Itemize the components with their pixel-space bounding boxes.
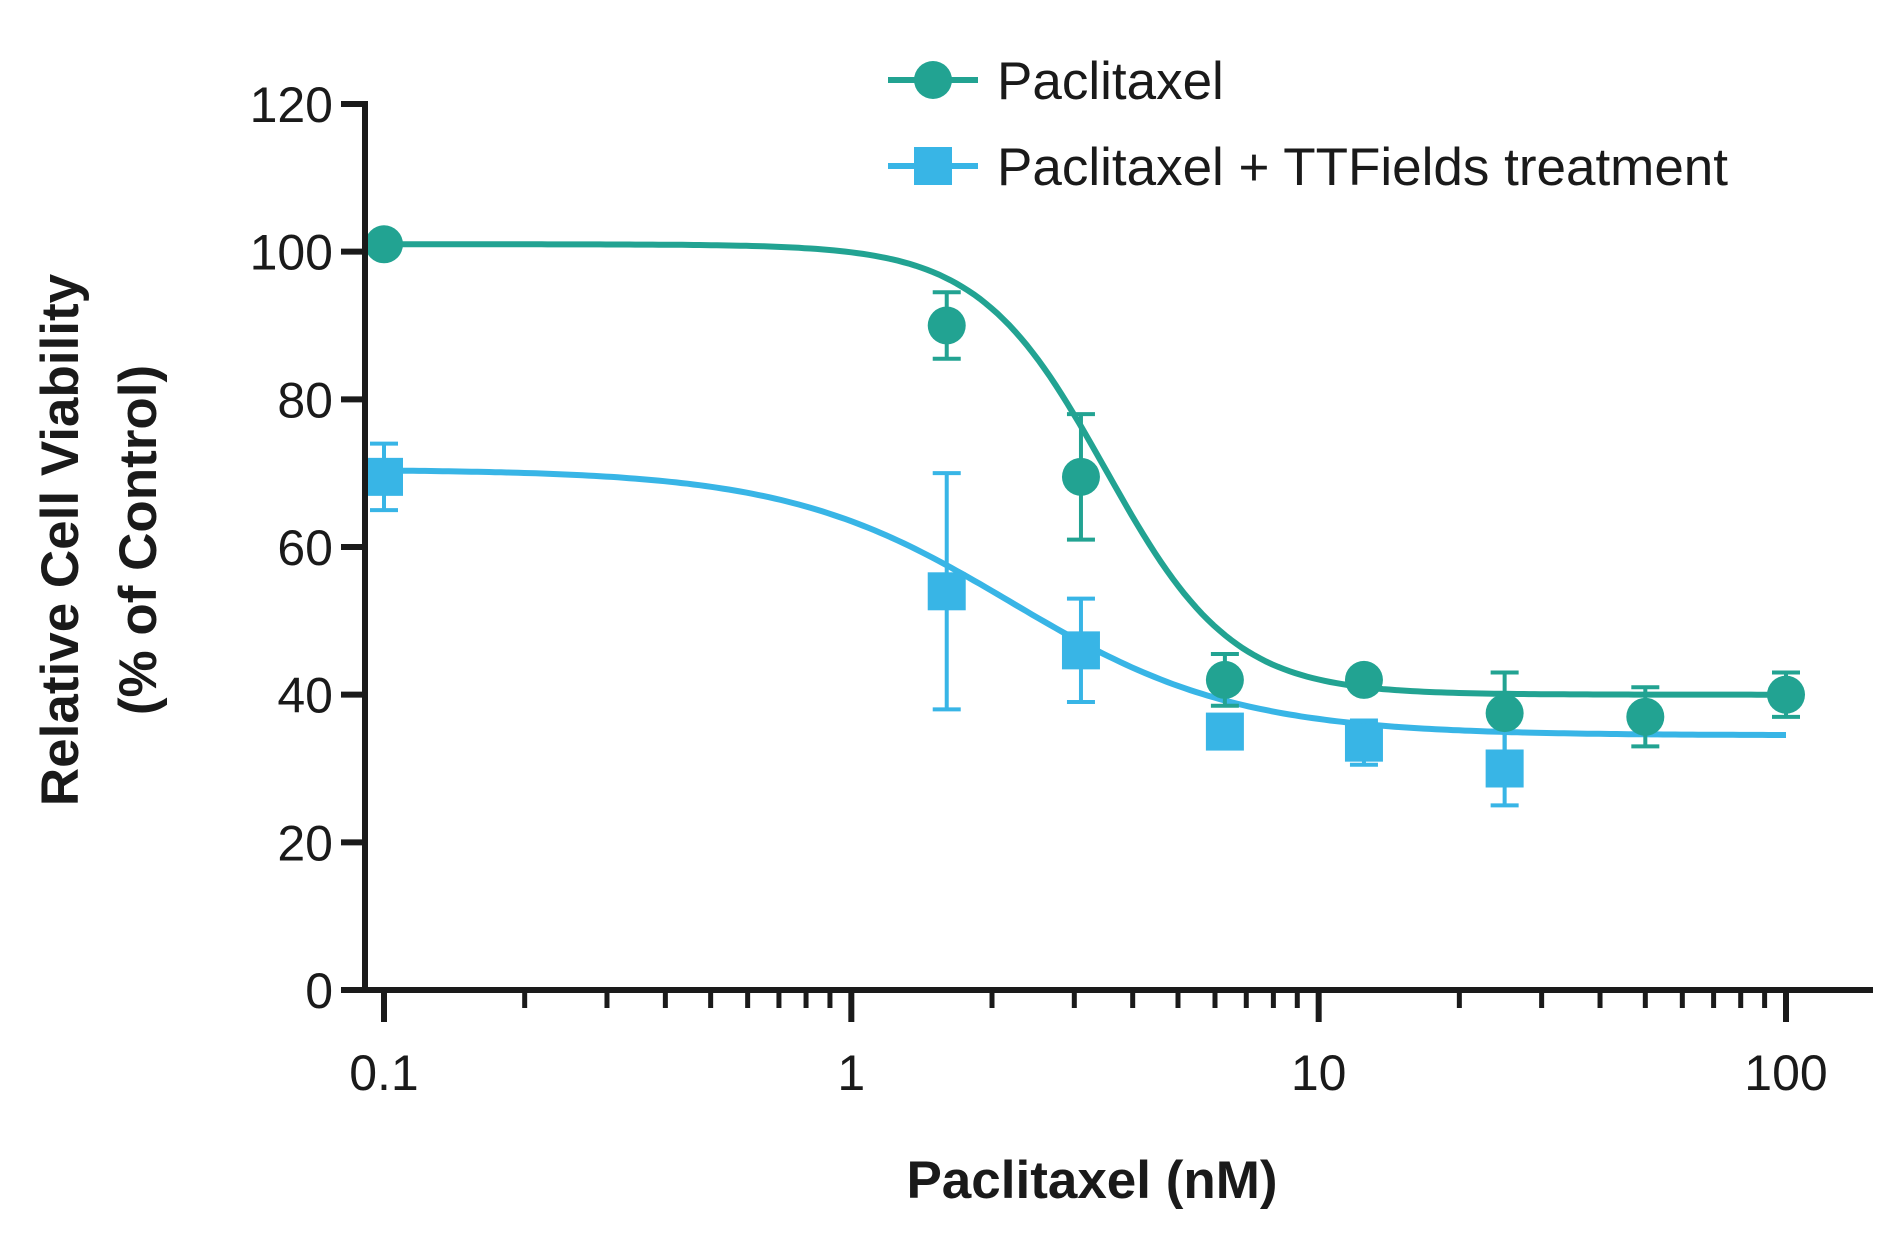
x-axis-title: Paclitaxel (nM) (906, 1151, 1277, 1210)
x-axis-ticks: 0.1 1 10 100 (349, 990, 1828, 1101)
series-1-point (927, 306, 966, 345)
series-1-point (1344, 660, 1383, 699)
y-axis-title-line2: (% of Control) (109, 365, 168, 715)
y-tick-label-0: 0 (305, 963, 333, 1019)
series-2-point (1205, 712, 1244, 751)
series-2-point (927, 572, 966, 611)
legend-series-2-label: Paclitaxel + TTFields treatment (997, 138, 1728, 197)
series-1-point (1626, 697, 1665, 736)
series-2-point (365, 457, 403, 496)
y-tick-label-120: 120 (250, 77, 333, 133)
y-axis-ticks: 0 20 40 60 80 100 120 (250, 77, 365, 1019)
series-1-fit-curve (384, 241, 1786, 698)
legend-series-1-label: Paclitaxel (997, 52, 1224, 111)
series-1-point (365, 225, 403, 264)
axes (362, 101, 1873, 993)
series-1-point (1767, 675, 1805, 714)
x-tick-label-100: 100 (1744, 1045, 1827, 1101)
y-tick-label-80: 80 (277, 372, 333, 428)
series-2-point (1485, 749, 1524, 788)
series-2-point (1344, 723, 1383, 762)
x-tick-label-10: 10 (1291, 1045, 1347, 1101)
data-markers (365, 225, 1805, 788)
legend-series-2-marker (914, 147, 952, 185)
series-2-point (1061, 631, 1100, 670)
x-tick-label-0.1: 0.1 (349, 1045, 419, 1101)
y-tick-label-40: 40 (277, 668, 333, 724)
series-1-point (1061, 457, 1100, 496)
error-bars (370, 290, 1800, 808)
legend: Paclitaxel Paclitaxel + TTFields treatmen… (888, 52, 1728, 197)
y-axis-title: Relative Cell Viability (% of Control) (31, 273, 168, 806)
legend-series-1-marker (914, 61, 952, 99)
y-tick-label-60: 60 (277, 520, 333, 576)
series-1-point (1205, 660, 1244, 699)
series-1-point (1485, 694, 1524, 733)
y-axis-title-line1: Relative Cell Viability (31, 273, 90, 806)
x-tick-label-1: 1 (837, 1045, 865, 1101)
y-tick-label-20: 20 (277, 815, 333, 871)
y-tick-label-100: 100 (250, 225, 333, 281)
